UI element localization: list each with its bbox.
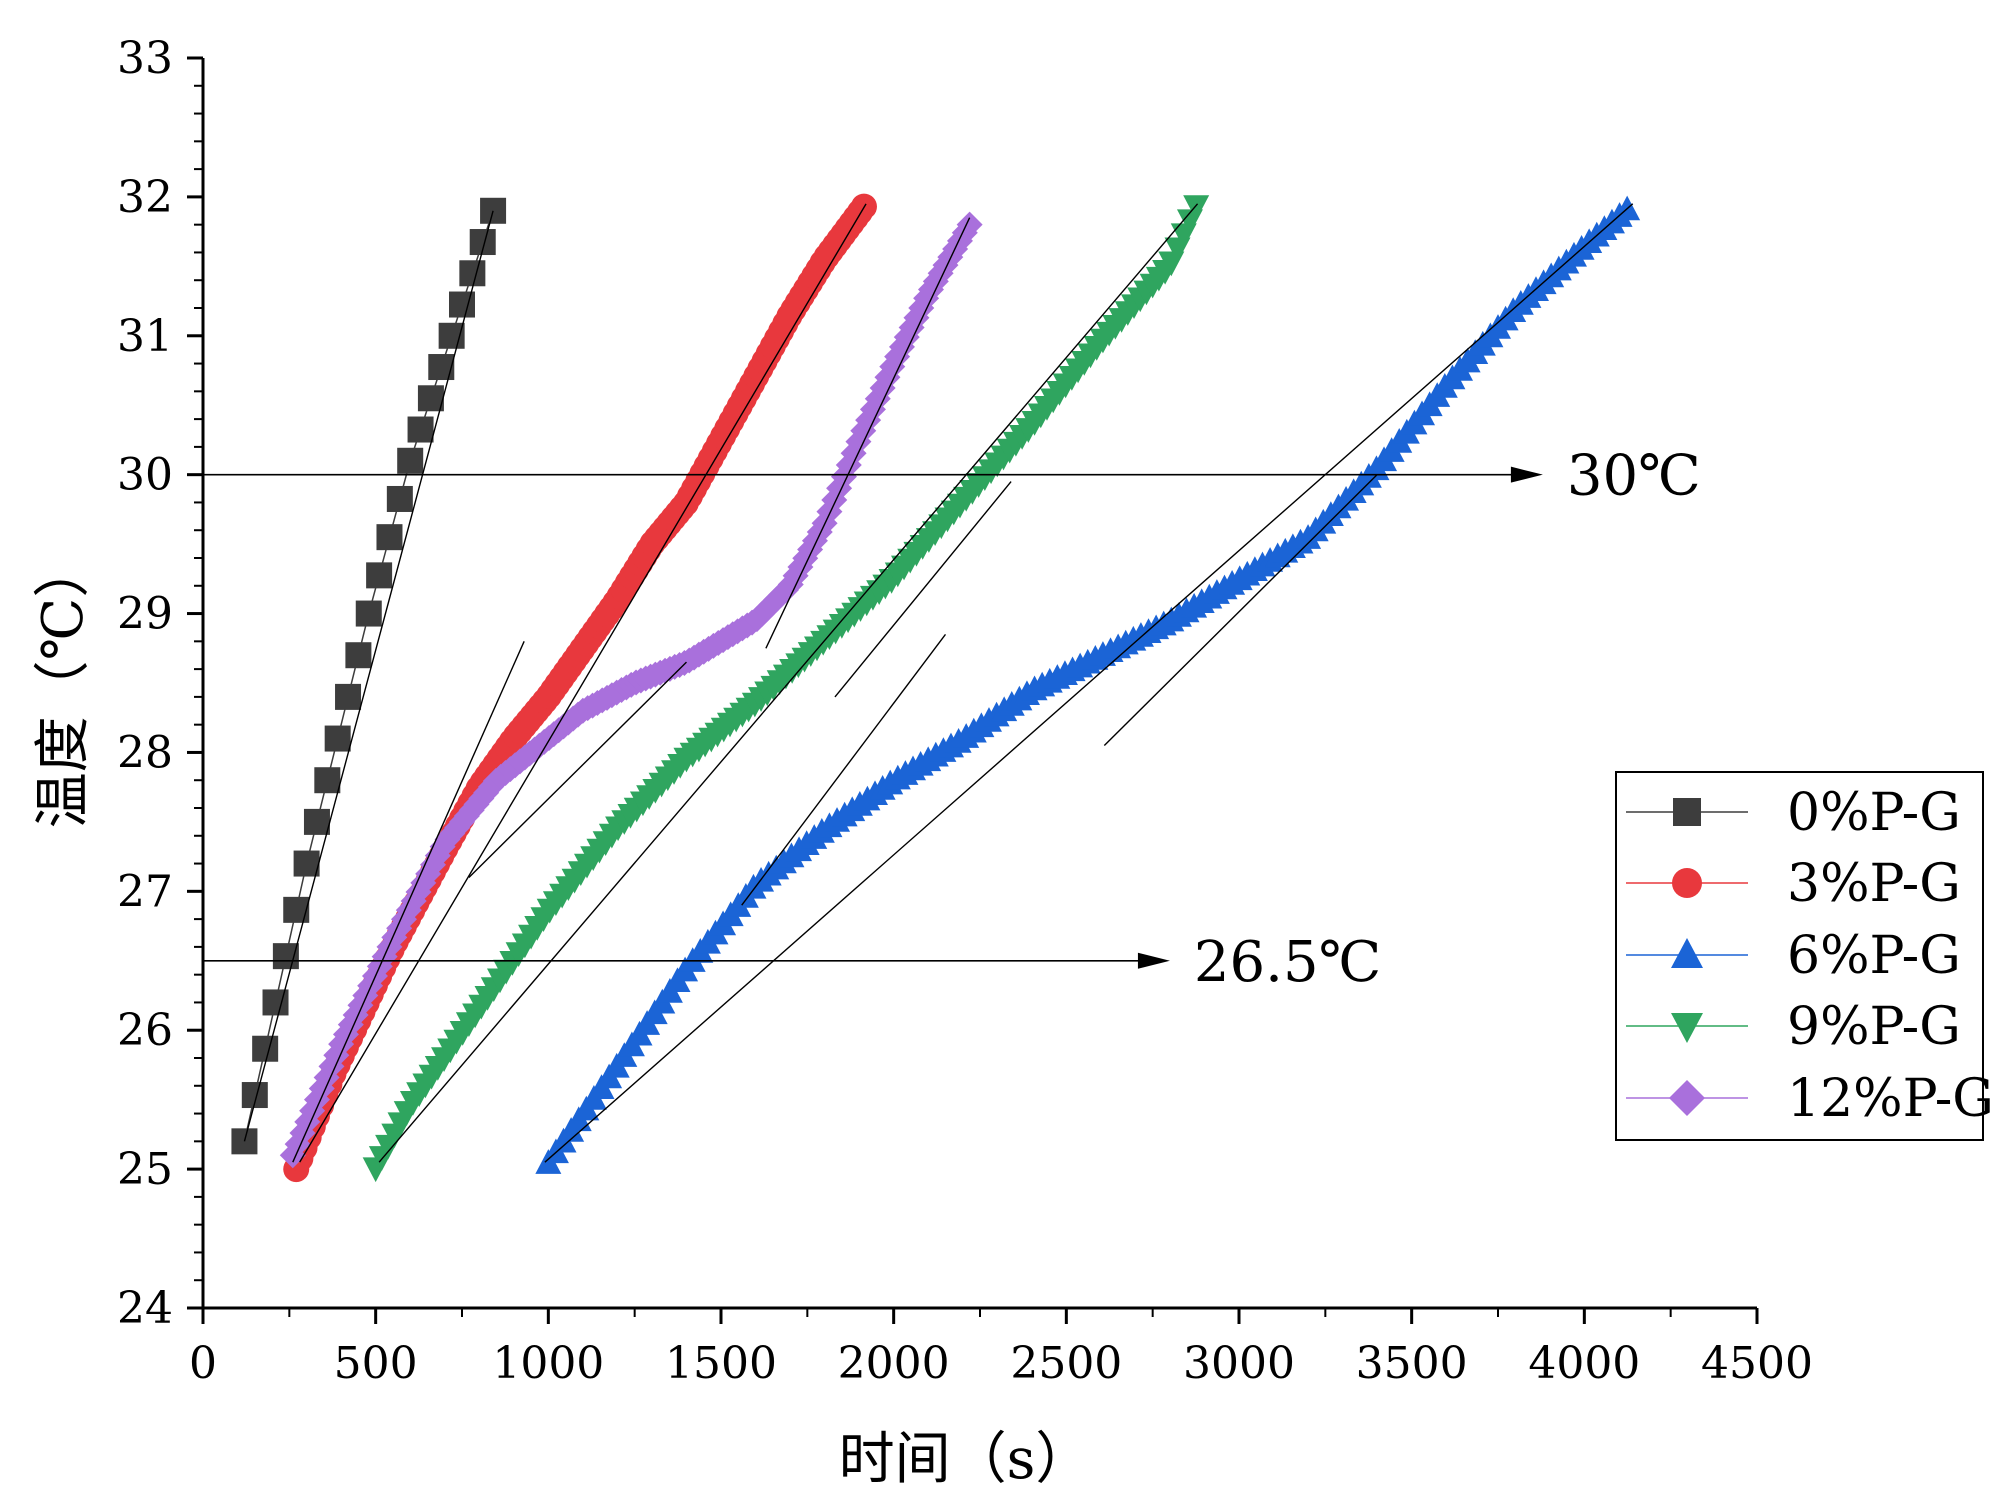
legend-marker-triangle-down	[1671, 1013, 1703, 1043]
y-tick-label: 31	[117, 311, 173, 362]
legend-label-2: 6%P-G	[1787, 926, 1961, 986]
legend-item-3: 9%P-G	[1626, 997, 1961, 1057]
legend-label-4: 12%P-G	[1787, 1069, 1994, 1129]
marker-square	[303, 808, 330, 835]
marker-square	[428, 354, 455, 381]
marker-square	[459, 260, 486, 287]
fit-line	[741, 633, 947, 906]
fit-line	[834, 481, 1012, 698]
x-tick-label: 2000	[838, 1338, 950, 1389]
marker-square	[314, 767, 341, 794]
legend-item-4: 12%P-G	[1626, 1069, 1994, 1129]
x-axis-title: 时间（s）	[839, 1427, 1092, 1492]
marker-square	[366, 562, 393, 589]
annotations: 30℃ 26.5℃	[203, 444, 1701, 995]
reference-label: 30℃	[1567, 444, 1701, 509]
axes: 0 500 1000 1500 2000 2500 3000 3500 4000 4500 24 25…	[117, 33, 1813, 1389]
legend: 0%P-G 3%P-G 6%P-G 9%P-G 12%P-G	[1615, 771, 1994, 1141]
marker-square	[376, 524, 403, 551]
legend-marker-square	[1673, 798, 1701, 826]
x-tick-label: 500	[334, 1338, 418, 1389]
marker-square	[324, 725, 351, 752]
y-tick-label: 25	[117, 1144, 173, 1195]
x-tick-label: 1500	[665, 1338, 777, 1389]
fit-line	[1103, 474, 1378, 746]
x-tick-label: 1000	[492, 1338, 604, 1389]
reference-arrow-head	[1510, 466, 1543, 483]
reference-arrow-head	[1137, 952, 1170, 969]
marker-square	[345, 642, 372, 669]
y-tick-label: 29	[117, 589, 173, 640]
series-2	[535, 195, 1641, 1174]
x-tick-label: 0	[189, 1338, 217, 1389]
x-tick-label: 3000	[1183, 1338, 1295, 1389]
marker-square	[355, 600, 382, 627]
x-tick-label: 4500	[1701, 1338, 1813, 1389]
marker-square	[407, 416, 434, 443]
marker-triangle-down	[1183, 195, 1210, 220]
fit-lines	[243, 203, 1634, 1163]
marker-square	[417, 385, 444, 412]
legend-item-0: 0%P-G	[1626, 783, 1961, 843]
fit-line	[299, 203, 867, 1163]
y-tick-label: 30	[117, 450, 173, 501]
marker-square	[283, 896, 310, 923]
legend-marker-triangle-up	[1671, 938, 1703, 968]
y-tick-label: 27	[117, 866, 173, 917]
y-tick-label: 33	[117, 33, 173, 84]
legend-label-0: 0%P-G	[1787, 783, 1961, 843]
fit-line	[468, 661, 687, 878]
y-tick-label: 26	[117, 1005, 173, 1056]
marker-square	[252, 1035, 279, 1062]
marker-square	[438, 322, 465, 349]
legend-item-2: 6%P-G	[1626, 926, 1961, 986]
legend-marker-diamond	[1669, 1080, 1705, 1116]
fit-line	[292, 641, 525, 1163]
legend-item-1: 3%P-G	[1626, 854, 1961, 914]
x-tick-label: 3500	[1356, 1338, 1468, 1389]
fit-line	[765, 217, 971, 649]
marker-square	[397, 447, 424, 474]
fit-line	[378, 203, 1199, 1163]
y-axis-title: 温度（℃）	[31, 542, 96, 829]
legend-label-3: 9%P-G	[1787, 997, 1961, 1057]
legend-label-1: 3%P-G	[1787, 854, 1961, 914]
marker-square	[335, 683, 362, 710]
y-tick-label: 28	[117, 727, 173, 778]
x-tick-label: 2500	[1010, 1338, 1122, 1389]
y-tick-label: 24	[117, 1283, 173, 1334]
legend-marker-circle	[1672, 868, 1702, 898]
fit-line	[243, 210, 494, 1142]
marker-square	[293, 850, 320, 877]
reference-label: 26.5℃	[1194, 930, 1381, 995]
marker-square	[272, 943, 299, 970]
x-tick-label: 4000	[1528, 1338, 1640, 1389]
legend-box	[1615, 771, 1984, 1141]
y-tick-label: 32	[117, 172, 173, 223]
fit-line	[544, 203, 1634, 1163]
marker-square	[386, 485, 413, 512]
